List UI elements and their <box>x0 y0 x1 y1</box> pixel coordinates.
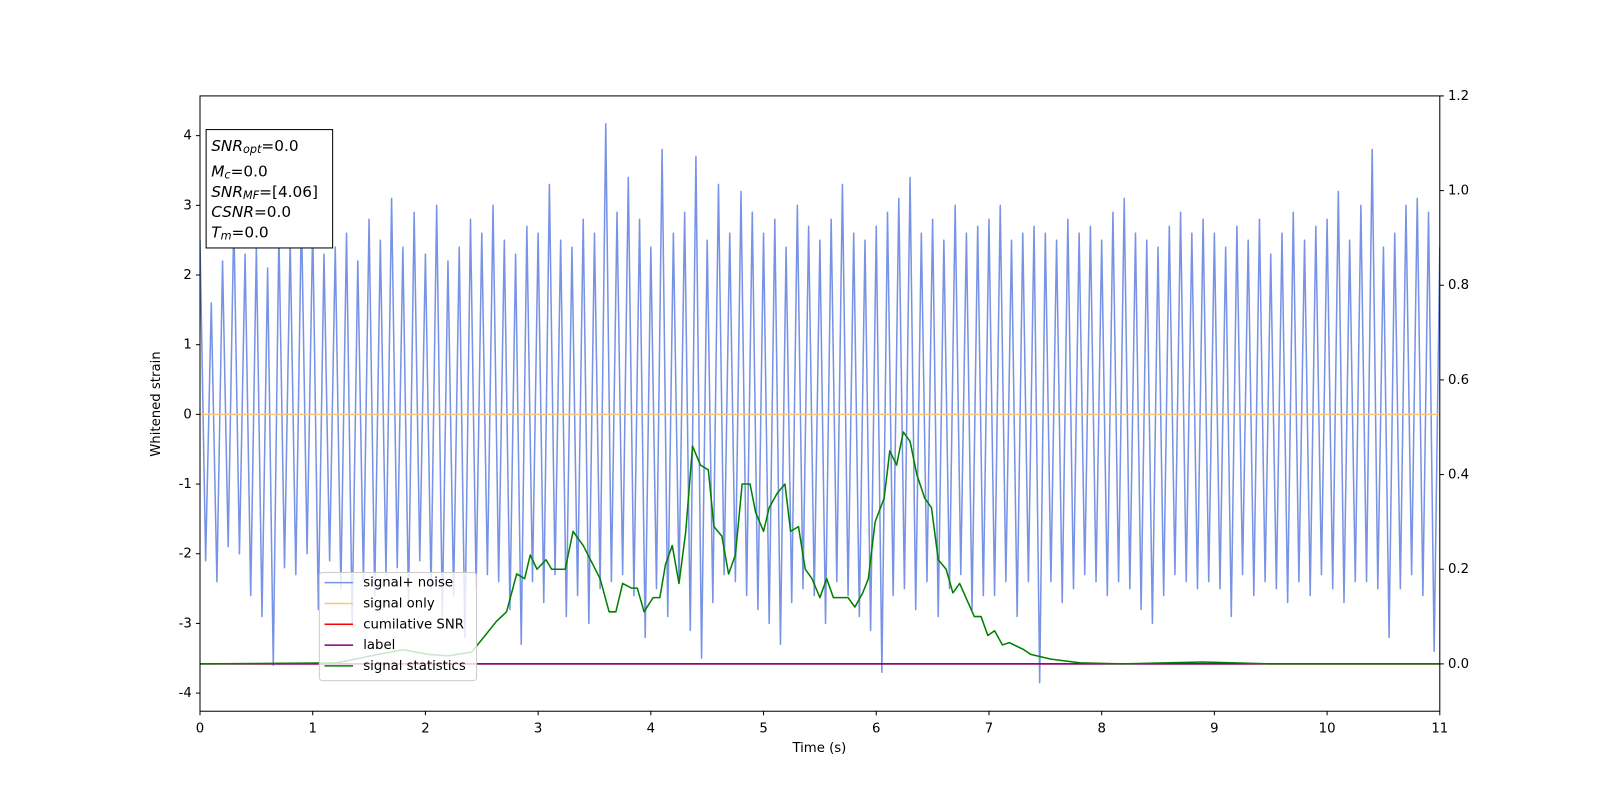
annotation: CSNR=0.0 <box>211 203 291 221</box>
x-tick-label: 11 <box>1431 722 1448 737</box>
annotation-name: SNR <box>211 182 243 200</box>
annotation-name: CSNR <box>211 203 254 221</box>
x-tick-label: 5 <box>759 722 767 737</box>
legend-label: label <box>363 638 395 653</box>
annotation-sub: c <box>224 169 231 182</box>
y2-tick-label: 0.8 <box>1448 278 1469 293</box>
y2-tick-label: 0.6 <box>1448 373 1469 388</box>
legend-label: signal+ noise <box>363 576 453 591</box>
legend: signal+ noise signal only cumilative SNR la… <box>318 571 478 682</box>
x-tick-label: 9 <box>1210 722 1218 737</box>
x-axis-label: Time (s) <box>791 741 846 756</box>
annotation-box: SNRopt=0.0Mc=0.0SNRMF=[4.06]CSNR=0.0Tm=0… <box>205 129 334 249</box>
x-tick-label: 1 <box>308 722 316 737</box>
y2-tick-label: 0.0 <box>1448 657 1469 672</box>
y-tick-label: 1 <box>183 338 191 353</box>
y2-tick-label: 1.0 <box>1448 184 1469 199</box>
series-line <box>200 123 1440 684</box>
legend-label: cumilative SNR <box>363 617 464 632</box>
legend-label: signal only <box>363 596 435 611</box>
x-tick-label: 10 <box>1319 722 1336 737</box>
y-axis-label: Whitened strain <box>149 351 164 456</box>
x-tick-label: 2 <box>421 722 429 737</box>
y2-tick-label: 1.2 <box>1448 89 1469 104</box>
y-tick-label: -1 <box>179 477 192 492</box>
y2-tick-label: 0.2 <box>1448 562 1469 577</box>
y-tick-label: -3 <box>179 616 192 631</box>
annotation: SNRopt=0.0 <box>211 136 298 156</box>
plot-frame <box>199 95 1441 712</box>
legend-frame <box>318 571 478 682</box>
y-tick-label: -2 <box>179 547 192 562</box>
x-tick-label: 4 <box>647 722 655 737</box>
annotation-name: T <box>211 223 222 241</box>
y-tick-label: 2 <box>183 268 191 283</box>
x-tick-label: 3 <box>534 722 542 737</box>
annotation: Mc=0.0 <box>211 162 268 182</box>
annotation: Tm=0.0 <box>211 223 268 243</box>
y-tick-label: 3 <box>183 198 191 213</box>
annotation-value: =0.0 <box>254 203 291 221</box>
x-tick-label: 7 <box>985 722 993 737</box>
y-tick-label: 4 <box>183 129 191 144</box>
annotation-sub: m <box>221 230 232 243</box>
y-tick-label: 0 <box>183 407 191 422</box>
annotation-sub: opt <box>243 143 262 156</box>
annotation-value: =0.0 <box>261 136 298 154</box>
x-tick-label: 0 <box>196 722 204 737</box>
annotation-value: =0.0 <box>231 162 268 180</box>
annotation-value: =0.0 <box>232 223 269 241</box>
y-tick-label: -4 <box>179 686 192 701</box>
annotation: SNRMF=[4.06] <box>211 182 318 202</box>
x-tick-label: 8 <box>1097 722 1105 737</box>
annotation-value: =[4.06] <box>259 182 318 200</box>
annotation-sub: MF <box>243 189 260 202</box>
series-line <box>200 431 1440 665</box>
annotation-frame <box>205 129 334 249</box>
annotation-name: M <box>211 162 224 180</box>
annotation-name: SNR <box>211 136 243 154</box>
x-tick-label: 6 <box>872 722 880 737</box>
legend-label: signal statistics <box>363 659 466 674</box>
y2-tick-label: 0.4 <box>1448 468 1469 483</box>
